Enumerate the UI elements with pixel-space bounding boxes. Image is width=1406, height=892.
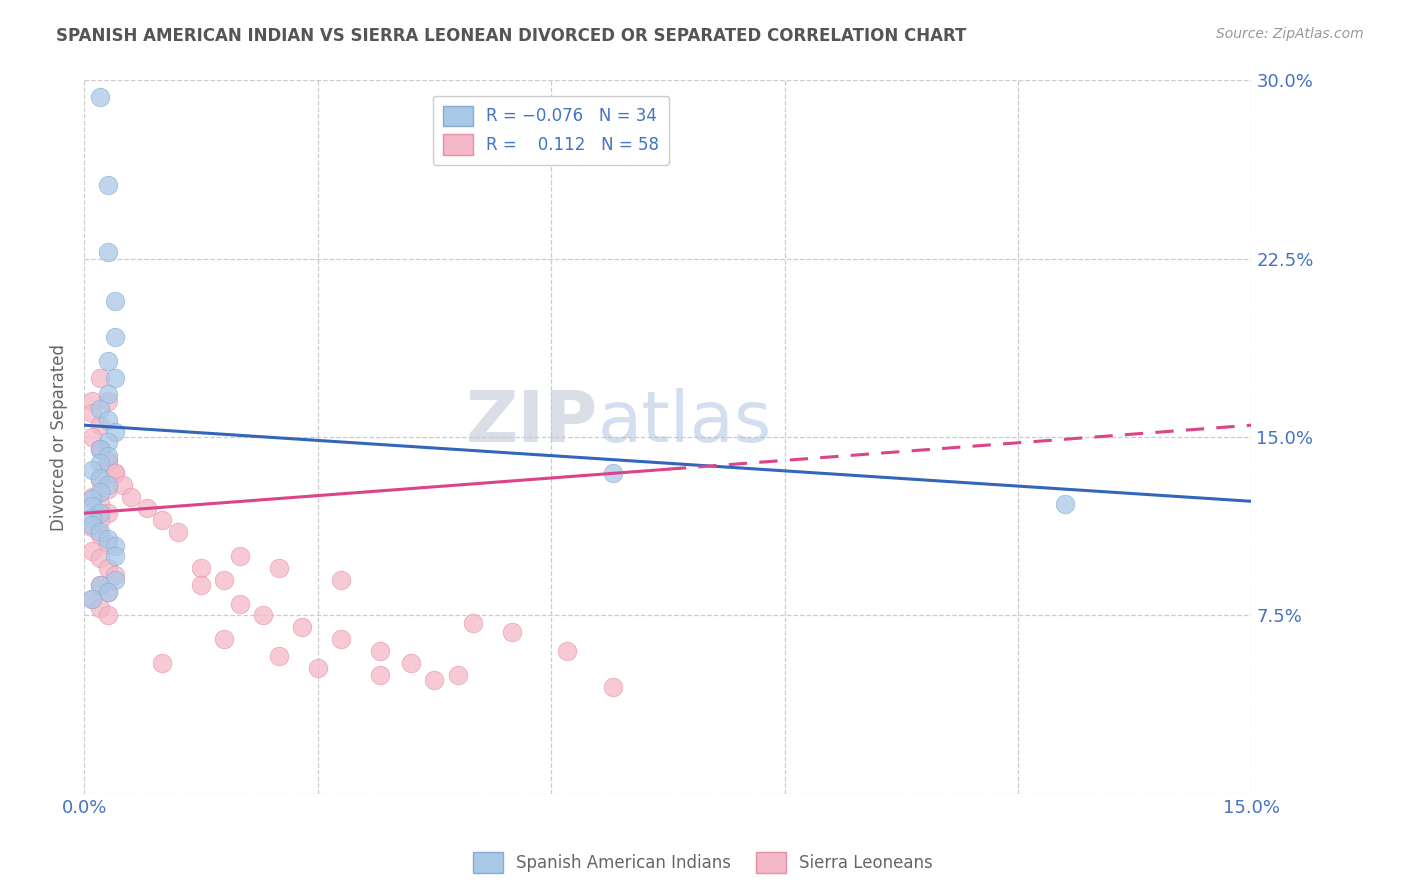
Point <box>104 466 127 480</box>
Point <box>447 668 470 682</box>
Point <box>82 406 104 420</box>
Point <box>89 442 111 456</box>
Point <box>89 470 111 484</box>
Point <box>190 577 212 591</box>
Text: SPANISH AMERICAN INDIAN VS SIERRA LEONEAN DIVORCED OR SEPARATED CORRELATION CHAR: SPANISH AMERICAN INDIAN VS SIERRA LEONEA… <box>56 27 966 45</box>
Point <box>89 577 111 591</box>
Point <box>82 544 104 558</box>
Point <box>89 506 111 520</box>
Point <box>89 527 111 541</box>
Point <box>97 608 120 623</box>
Point <box>602 680 624 694</box>
Point <box>89 401 111 416</box>
Point <box>214 573 236 587</box>
Y-axis label: Divorced or Separated: Divorced or Separated <box>51 343 69 531</box>
Legend: Spanish American Indians, Sierra Leoneans: Spanish American Indians, Sierra Leonean… <box>467 846 939 880</box>
Point <box>97 354 120 368</box>
Point <box>330 573 353 587</box>
Legend: R = −0.076   N = 34, R =    0.112   N = 58: R = −0.076 N = 34, R = 0.112 N = 58 <box>433 95 669 165</box>
Point <box>104 294 127 309</box>
Point <box>555 644 578 658</box>
Point <box>267 648 290 663</box>
Point <box>89 90 111 104</box>
Point <box>89 513 111 527</box>
Point <box>291 620 314 634</box>
Point <box>97 454 120 468</box>
Point <box>463 615 485 630</box>
Point <box>229 549 252 563</box>
Point <box>97 178 120 192</box>
Point <box>104 425 127 440</box>
Point <box>97 454 120 468</box>
Point <box>104 549 127 563</box>
Point <box>82 511 104 525</box>
Point <box>112 477 135 491</box>
Point <box>104 573 127 587</box>
Point <box>97 434 120 449</box>
Point <box>89 484 111 499</box>
Point <box>82 518 104 533</box>
Text: ZIP: ZIP <box>465 388 598 458</box>
Point <box>97 533 120 547</box>
Point <box>82 491 104 506</box>
Point <box>252 608 274 623</box>
Point <box>89 370 111 384</box>
Point <box>89 473 111 487</box>
Point <box>190 561 212 575</box>
Point <box>150 656 173 670</box>
Point <box>82 499 104 513</box>
Point <box>330 632 353 647</box>
Point <box>89 497 111 511</box>
Point <box>97 387 120 401</box>
Point <box>97 477 120 491</box>
Point <box>501 625 523 640</box>
Point <box>82 463 104 477</box>
Point <box>150 513 173 527</box>
Point <box>423 673 446 687</box>
Point <box>82 520 104 534</box>
Point <box>97 413 120 427</box>
Point <box>89 551 111 566</box>
Text: Source: ZipAtlas.com: Source: ZipAtlas.com <box>1216 27 1364 41</box>
Point <box>135 501 157 516</box>
Point <box>97 584 120 599</box>
Point <box>166 525 188 540</box>
Point <box>602 466 624 480</box>
Point <box>97 244 120 259</box>
Point <box>89 577 111 591</box>
Point <box>97 506 120 520</box>
Point <box>89 456 111 470</box>
Point <box>307 661 329 675</box>
Point <box>82 394 104 409</box>
Point <box>97 449 120 463</box>
Point <box>368 644 391 658</box>
Point <box>214 632 236 647</box>
Point <box>89 525 111 540</box>
Point <box>82 591 104 606</box>
Point <box>97 394 120 409</box>
Point <box>104 568 127 582</box>
Point <box>89 418 111 433</box>
Point <box>97 561 120 575</box>
Point <box>89 442 111 456</box>
Point <box>399 656 422 670</box>
Point <box>82 430 104 444</box>
Point <box>267 561 290 575</box>
Point <box>104 466 127 480</box>
Point <box>82 490 104 504</box>
Text: atlas: atlas <box>598 388 772 458</box>
Point <box>229 597 252 611</box>
Point <box>104 330 127 344</box>
Point <box>120 490 142 504</box>
Point <box>89 601 111 615</box>
Point <box>1053 497 1076 511</box>
Point <box>82 591 104 606</box>
Point <box>97 584 120 599</box>
Point <box>368 668 391 682</box>
Point <box>97 537 120 551</box>
Point <box>97 483 120 497</box>
Point <box>104 370 127 384</box>
Point <box>89 442 111 456</box>
Point <box>104 540 127 554</box>
